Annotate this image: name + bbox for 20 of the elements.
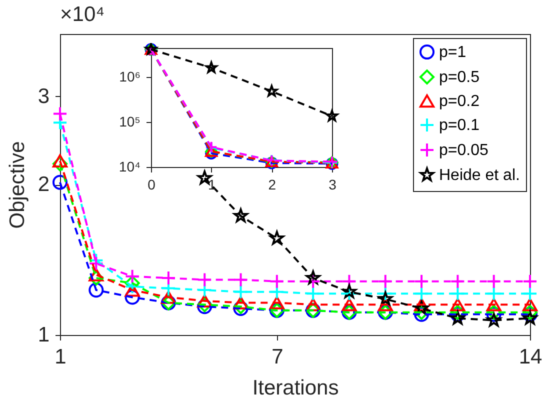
legend-label: p=0.5 [439,69,480,86]
y-tick-label: 10⁴ [118,158,140,174]
x-tick-label: 0 [148,176,156,192]
y-axis-title: Objective [6,141,29,229]
y-tick-label: 3 [38,84,50,108]
legend-label: p=0.05 [439,142,488,159]
legend-label: p=0.2 [439,93,480,110]
y-tick-label: 10⁶ [119,68,140,84]
legend-label: Heide et al. [439,167,520,184]
legend-label: p=1 [439,44,466,61]
x-axis-title: Iterations [252,376,339,400]
legend-label: p=0.1 [439,117,480,134]
x-tick-label: 2 [268,176,276,192]
y-tick-label: 1 [38,324,50,346]
x-tick-label: 14 [518,346,542,368]
x-tick-label: 3 [328,176,337,192]
text: ×10⁴ [60,3,105,27]
x-tick-label: 1 [54,346,66,368]
x-tick-label: 7 [272,346,284,368]
y-tick-label: 10⁵ [119,113,140,130]
